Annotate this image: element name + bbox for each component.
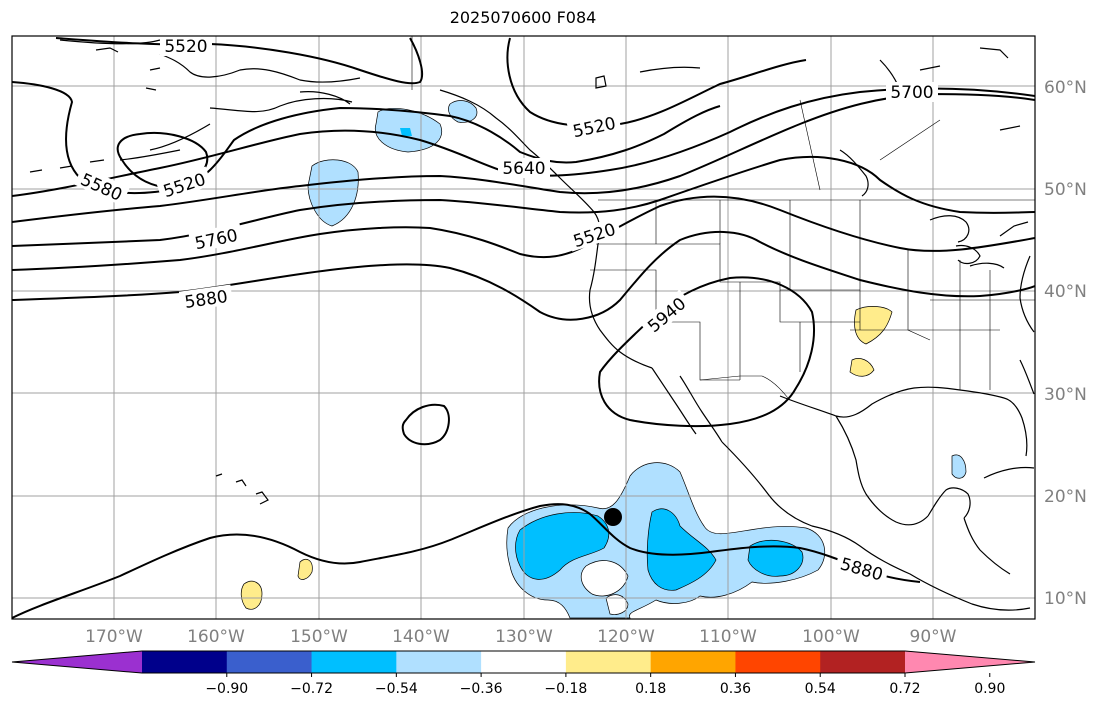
shade-light-blue [307, 159, 359, 227]
political-borders [411, 36, 1035, 399]
shade-blue [515, 512, 610, 580]
shade-yellow [849, 358, 875, 377]
shaded-regions [240, 100, 967, 619]
colorbar-tick-label: 0.72 [889, 681, 920, 697]
colorbar-tick-label: 0.90 [974, 681, 1005, 697]
colorbar-segment [735, 651, 821, 673]
contour-5880-lower [12, 503, 921, 619]
contour-5880-upper [12, 231, 1035, 321]
lon-label: 140°W [392, 627, 450, 647]
lat-label: 20°N [1044, 487, 1087, 507]
lat-label: 30°N [1044, 385, 1087, 405]
lon-label: 130°W [495, 627, 553, 647]
great-lakes [929, 215, 1029, 269]
shade-white-hole [605, 594, 629, 615]
lon-label: 110°W [699, 627, 757, 647]
colorbar-tick-label: 0.54 [805, 681, 836, 697]
colorbar-tick-label: 0.36 [720, 681, 751, 697]
colorbar-segment [481, 651, 567, 673]
storm-position-marker [604, 508, 622, 526]
lon-label: 120°W [597, 627, 655, 647]
contour-5820 [12, 195, 1035, 271]
contour-label: 5640 [502, 159, 545, 179]
yucatan [927, 487, 1011, 575]
lat-label: 60°N [1044, 78, 1087, 98]
gulf-west-coast [835, 415, 929, 526]
colorbar-tick-label: −0.36 [460, 681, 503, 697]
shade-white-hole [580, 560, 629, 597]
colorbar-extend-high [905, 651, 1035, 673]
longitude-labels: 170°W 160°W 150°W 140°W 130°W 120°W 110°… [85, 627, 957, 647]
shade-blue [400, 128, 412, 136]
lon-label: 100°W [802, 627, 860, 647]
colorbar-tick-label: 0.18 [635, 681, 666, 697]
shade-blue [747, 539, 804, 577]
colorbar-tick-label: −0.72 [290, 681, 333, 697]
map-title: 2025070600 F084 [449, 8, 597, 27]
shade-yellow [297, 558, 313, 580]
lat-label: 40°N [1044, 282, 1087, 302]
alaska-coast [59, 39, 361, 161]
lon-label: 160°W [187, 627, 245, 647]
contour-label: 5700 [890, 83, 933, 103]
gridlines [12, 36, 1035, 619]
colorbar-segment [142, 651, 228, 673]
colorbar-segment [226, 651, 313, 673]
contour-label: 5520 [164, 37, 207, 57]
colorbar-segment [311, 651, 397, 673]
lat-label: 10°N [1044, 589, 1087, 609]
cuba [983, 466, 1035, 479]
lon-label: 90°W [910, 627, 957, 647]
colorbar-tick-label: −0.90 [205, 681, 248, 697]
colorbar-segment [565, 651, 652, 673]
contour-5580 [12, 81, 721, 195]
lon-label: 170°W [85, 627, 143, 647]
colorbar-segment [650, 651, 736, 673]
mexico-west-coast [721, 441, 1031, 611]
lat-label: 50°N [1044, 180, 1087, 200]
alaska-islands [29, 47, 161, 173]
colorbar-segment [820, 651, 906, 673]
us-west-coast [588, 243, 653, 369]
coastlines [29, 39, 1035, 611]
east-coast [1019, 255, 1035, 395]
shade-light-blue [951, 454, 967, 479]
hawaii [215, 473, 269, 505]
colorbar: −0.90 −0.72 −0.54 −0.36 −0.18 0.18 0.36 0.54 0.7… [11, 650, 1036, 697]
colorbar-tick-label: −0.54 [375, 681, 418, 697]
contour-5520-low [116, 132, 209, 190]
shade-yellow [240, 580, 263, 610]
lon-label: 150°W [290, 627, 348, 647]
contour-closed-pacific [401, 403, 450, 446]
colorbar-outline [11, 650, 1036, 674]
shade-blue [646, 508, 717, 591]
colorbar-tick-label: −0.18 [544, 681, 587, 697]
latitude-labels: 60°N 50°N 40°N 30°N 20°N 10°N [1044, 78, 1087, 609]
contour-5520-top [55, 37, 424, 85]
colorbar-extend-low [12, 651, 142, 673]
contour-5700 [12, 92, 1035, 223]
colorbar-segment [396, 651, 482, 673]
canada-islands [595, 47, 1021, 131]
map-frame [11, 35, 1036, 620]
